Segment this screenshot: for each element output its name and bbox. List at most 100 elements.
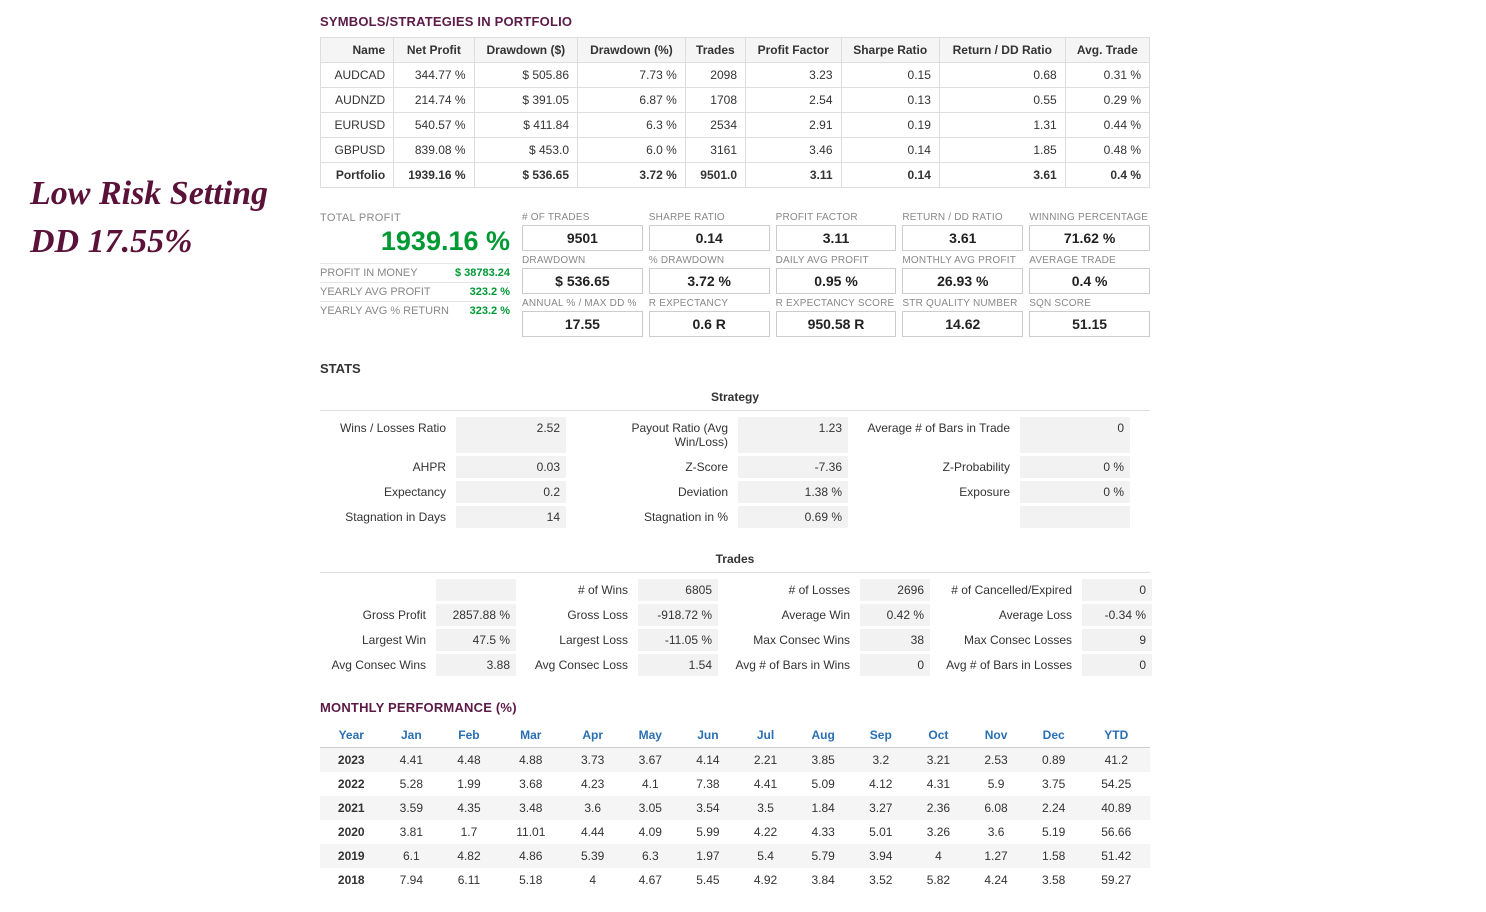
kpi-box: R EXPECTANCY SCORE950.58 R xyxy=(776,298,897,337)
kpi-box: WINNING PERCENTAGE71.62 % xyxy=(1029,212,1150,251)
trade-value: 0.42 % xyxy=(860,604,930,626)
cell: 6.0 % xyxy=(578,138,686,163)
stat-label: Payout Ratio (Avg Win/Loss) xyxy=(572,417,732,453)
kpi-label: # OF TRADES xyxy=(522,212,643,223)
stat-value: 0 % xyxy=(1020,456,1130,478)
cell: 3.27 xyxy=(852,796,910,820)
trade-value: 1.54 xyxy=(638,654,718,676)
table-row: GBPUSD839.08 %$ 453.06.0 %31613.460.141.… xyxy=(321,138,1150,163)
cell: 3.26 xyxy=(910,820,968,844)
cell: 4.44 xyxy=(564,820,622,844)
cell: 3.58 xyxy=(1025,868,1083,892)
portfolio-col: Avg. Trade xyxy=(1065,38,1149,63)
cell: 2.36 xyxy=(910,796,968,820)
stats-title: STATS xyxy=(320,361,1150,376)
cell: 0.13 xyxy=(841,88,939,113)
cell: 54.25 xyxy=(1082,772,1150,796)
stat-label: Z-Probability xyxy=(854,456,1014,478)
portfolio-col: Drawdown (%) xyxy=(578,38,686,63)
cell: 6.08 xyxy=(967,796,1025,820)
cell: $ 505.86 xyxy=(474,63,577,88)
trade-label: Largest Win xyxy=(320,629,430,651)
kpi-left-line: YEARLY AVG % RETURN 323.2 % xyxy=(320,301,510,320)
trade-value: 2857.88 % xyxy=(436,604,516,626)
trade-value: -918.72 % xyxy=(638,604,718,626)
cell: 5.28 xyxy=(383,772,441,796)
cell: 0.68 xyxy=(939,63,1065,88)
table-row: 20196.14.824.865.396.31.975.45.793.9441.… xyxy=(320,844,1150,868)
stat-value: 2.52 xyxy=(456,417,566,453)
cell: 3.6 xyxy=(967,820,1025,844)
kpi-value: 51.15 xyxy=(1029,311,1150,337)
kpi-left-line: YEARLY AVG PROFIT323.2 % xyxy=(320,282,510,301)
cell: 6.11 xyxy=(440,868,498,892)
cell: AUDNZD xyxy=(321,88,394,113)
stat-label: AHPR xyxy=(320,456,450,478)
trade-value: 0 xyxy=(1082,579,1152,601)
cell: 3.85 xyxy=(794,748,852,773)
cell: 4.33 xyxy=(794,820,852,844)
table-row: 20234.414.484.883.733.674.142.213.853.23… xyxy=(320,748,1150,773)
monthly-col: Jan xyxy=(383,723,441,748)
cell: 4.67 xyxy=(621,868,679,892)
kpi-left-val: 323.2 % xyxy=(470,305,510,317)
cell: $ 411.84 xyxy=(474,113,577,138)
cell: 3.68 xyxy=(498,772,564,796)
cell: 3.46 xyxy=(746,138,842,163)
cell: 3.75 xyxy=(1025,772,1083,796)
kpi-left-key: YEARLY AVG % RETURN xyxy=(320,305,449,317)
trade-value: 47.5 % xyxy=(436,629,516,651)
portfolio-col: Return / DD Ratio xyxy=(939,38,1065,63)
cell: 56.66 xyxy=(1082,820,1150,844)
kpi-value: 0.6 R xyxy=(649,311,770,337)
cell: 4.88 xyxy=(498,748,564,773)
trade-label: Avg # of Bars in Losses xyxy=(936,654,1076,676)
kpi-label: R EXPECTANCY SCORE xyxy=(776,298,897,309)
monthly-title: MONTHLY PERFORMANCE (%) xyxy=(320,700,1150,715)
kpi-label: STR QUALITY NUMBER xyxy=(902,298,1023,309)
kpi-row: TOTAL PROFIT 1939.16 % PROFIT IN MONEY$ … xyxy=(320,212,1150,337)
cell: 2098 xyxy=(685,63,745,88)
cell: 1.97 xyxy=(679,844,737,868)
monthly-col: Feb xyxy=(440,723,498,748)
cell: 3.23 xyxy=(746,63,842,88)
kpi-value: 9501 xyxy=(522,225,643,251)
cell: 4.41 xyxy=(737,772,795,796)
kpi-label: DAILY AVG PROFIT xyxy=(776,255,897,266)
trade-label: # of Cancelled/Expired xyxy=(936,579,1076,601)
cell: 7.94 xyxy=(383,868,441,892)
trade-label: Max Consec Wins xyxy=(724,629,854,651)
cell: 41.2 xyxy=(1082,748,1150,773)
portfolio-col: Net Profit xyxy=(394,38,474,63)
stat-value: 0.2 xyxy=(456,481,566,503)
cell: 11.01 xyxy=(498,820,564,844)
cell: 2.53 xyxy=(967,748,1025,773)
portfolio-title: SYMBOLS/STRATEGIES IN PORTFOLIO xyxy=(320,14,1150,29)
kpi-value: 0.4 % xyxy=(1029,268,1150,294)
strategy-grid: Wins / Losses Ratio2.52Payout Ratio (Avg… xyxy=(320,417,1150,528)
cell: 2020 xyxy=(320,820,383,844)
cell: 3.81 xyxy=(383,820,441,844)
cell: 0.44 % xyxy=(1065,113,1149,138)
cell: 51.42 xyxy=(1082,844,1150,868)
kpi-value: 3.72 % xyxy=(649,268,770,294)
overlay-line1: Low Risk Setting xyxy=(30,170,268,218)
portfolio-col: Sharpe Ratio xyxy=(841,38,939,63)
stat-value: 0 xyxy=(1020,417,1130,453)
trade-value: 3.88 xyxy=(436,654,516,676)
cell: 1.31 xyxy=(939,113,1065,138)
trade-value: 38 xyxy=(860,629,930,651)
portfolio-col: Name xyxy=(321,38,394,63)
kpi-label: SQN SCORE xyxy=(1029,298,1150,309)
trade-value: 2696 xyxy=(860,579,930,601)
page: Low Risk Setting DD 17.55% SYMBOLS/STRAT… xyxy=(0,0,1486,912)
kpi-box: MONTHLY AVG PROFIT26.93 % xyxy=(902,255,1023,294)
cell: 3.5 xyxy=(737,796,795,820)
cell: 1.7 xyxy=(440,820,498,844)
cell: 5.82 xyxy=(910,868,968,892)
cell: 3161 xyxy=(685,138,745,163)
stat-value: 0 % xyxy=(1020,481,1130,503)
monthly-col: YTD xyxy=(1082,723,1150,748)
kpi-grid: # OF TRADES9501SHARPE RATIO0.14PROFIT FA… xyxy=(522,212,1150,337)
cell: 4.31 xyxy=(910,772,968,796)
